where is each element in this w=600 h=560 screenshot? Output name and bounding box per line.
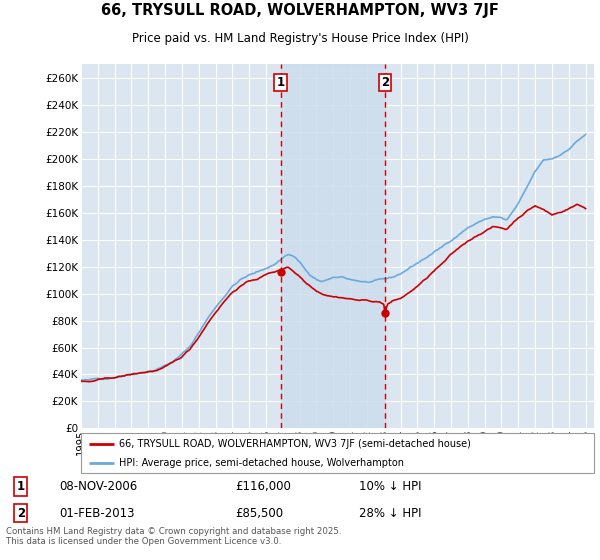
Text: 01-FEB-2013: 01-FEB-2013: [59, 507, 134, 520]
Text: 1: 1: [277, 76, 285, 89]
Text: 1: 1: [17, 480, 25, 493]
Text: £85,500: £85,500: [235, 507, 283, 520]
Text: HPI: Average price, semi-detached house, Wolverhampton: HPI: Average price, semi-detached house,…: [119, 458, 404, 468]
FancyBboxPatch shape: [81, 433, 594, 473]
Text: 28% ↓ HPI: 28% ↓ HPI: [359, 507, 421, 520]
Text: Contains HM Land Registry data © Crown copyright and database right 2025.
This d: Contains HM Land Registry data © Crown c…: [6, 526, 341, 546]
Text: 2: 2: [17, 507, 25, 520]
Bar: [281, 64, 385, 428]
Text: 66, TRYSULL ROAD, WOLVERHAMPTON, WV3 7JF: 66, TRYSULL ROAD, WOLVERHAMPTON, WV3 7JF: [101, 3, 499, 18]
Text: Price paid vs. HM Land Registry's House Price Index (HPI): Price paid vs. HM Land Registry's House …: [131, 32, 469, 45]
Text: 66, TRYSULL ROAD, WOLVERHAMPTON, WV3 7JF (semi-detached house): 66, TRYSULL ROAD, WOLVERHAMPTON, WV3 7JF…: [119, 439, 472, 449]
Text: 08-NOV-2006: 08-NOV-2006: [59, 480, 137, 493]
Text: 2: 2: [381, 76, 389, 89]
Text: £116,000: £116,000: [235, 480, 291, 493]
Text: 10% ↓ HPI: 10% ↓ HPI: [359, 480, 421, 493]
